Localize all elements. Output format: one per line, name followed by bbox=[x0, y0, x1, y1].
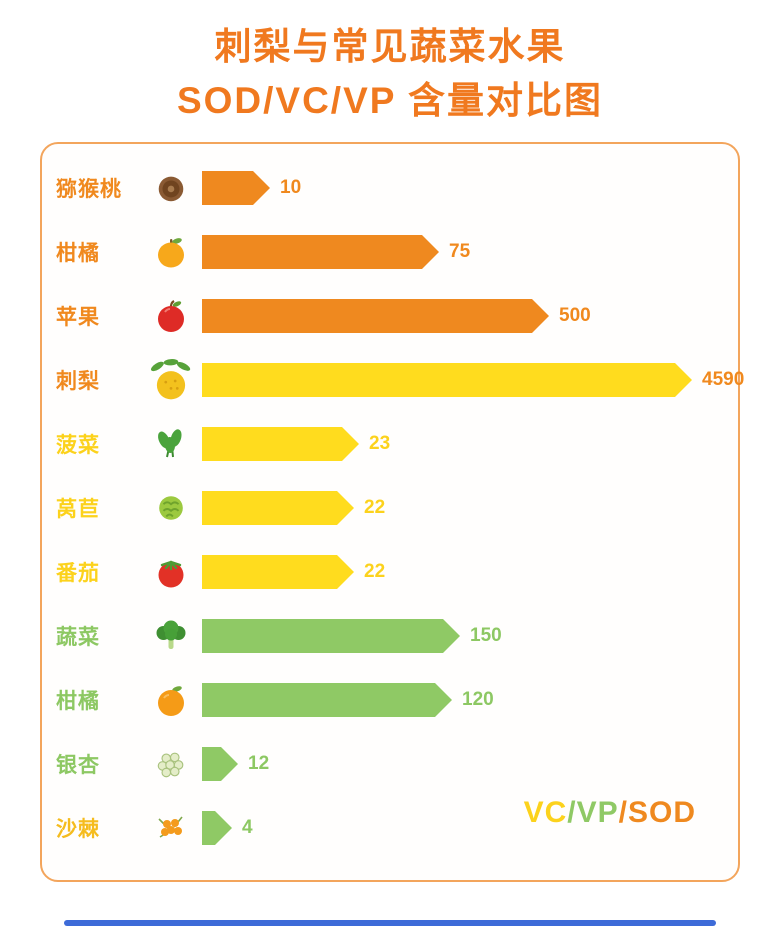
chart-row: 柑橘 120 bbox=[52, 668, 728, 732]
bar-value: 75 bbox=[449, 241, 471, 262]
legend-part: VC bbox=[523, 796, 568, 829]
chart-rows: 猕猴桃 10 柑橘 75 苹果 500 刺梨 4590 菠菜 23 莴苣 22 番茄 22 蔬菜 150 柑橘 1… bbox=[52, 156, 744, 860]
row-label: 莴苣 bbox=[56, 498, 100, 521]
chart-title-line2: SOD/VC/VP 含量对比图 bbox=[176, 79, 604, 121]
row-label: 番茄 bbox=[56, 562, 100, 585]
value-bar bbox=[202, 683, 452, 717]
bar-area: 4590 bbox=[202, 363, 744, 397]
row-label: 菠菜 bbox=[56, 434, 100, 457]
bar-value: 10 bbox=[280, 177, 302, 198]
tangerine-icon bbox=[140, 234, 202, 270]
apple-icon bbox=[140, 298, 202, 334]
bar-value: 120 bbox=[462, 689, 494, 710]
kiwi-icon bbox=[140, 171, 202, 205]
value-bar bbox=[202, 299, 549, 333]
bar-area: 12 bbox=[202, 747, 728, 781]
row-label: 柑橘 bbox=[56, 242, 100, 265]
seabuckthorn-icon bbox=[140, 810, 202, 846]
bar-value: 4590 bbox=[702, 369, 745, 390]
bar-area: 75 bbox=[202, 235, 728, 269]
chart-row: 刺梨 4590 bbox=[52, 348, 744, 412]
bar-value: 150 bbox=[470, 625, 502, 646]
bar-value: 500 bbox=[559, 305, 591, 326]
bar-value: 22 bbox=[364, 561, 386, 582]
row-label: 猕猴桃 bbox=[56, 178, 122, 201]
bar-area: 22 bbox=[202, 555, 728, 589]
lettuce-icon bbox=[140, 491, 202, 525]
bar-area: 120 bbox=[202, 683, 728, 717]
row-label: 苹果 bbox=[56, 306, 100, 329]
chart-row: 银杏 12 bbox=[52, 732, 728, 796]
chart-row: 苹果 500 bbox=[52, 284, 728, 348]
value-bar bbox=[202, 491, 354, 525]
cili-icon bbox=[140, 357, 202, 403]
row-label: 沙棘 bbox=[56, 818, 100, 841]
bar-value: 4 bbox=[242, 817, 253, 838]
legend-part: / bbox=[618, 796, 628, 829]
bar-area: 150 bbox=[202, 619, 728, 653]
value-bar bbox=[202, 555, 354, 589]
tomato-icon bbox=[140, 554, 202, 590]
chart-row: 莴苣 22 bbox=[52, 476, 728, 540]
legend-part: / bbox=[567, 796, 577, 829]
row-label: 蔬菜 bbox=[56, 626, 100, 649]
bar-value: 12 bbox=[248, 753, 270, 774]
chart-row: 番茄 22 bbox=[52, 540, 728, 604]
ginkgo-icon bbox=[140, 747, 202, 781]
bar-area: 22 bbox=[202, 491, 728, 525]
chart-title: 刺梨与常见蔬菜水果 SOD/VC/VP 含量对比图 bbox=[0, 0, 780, 127]
chart-title-line1: 刺梨与常见蔬菜水果 bbox=[214, 26, 566, 67]
value-bar bbox=[202, 427, 359, 461]
row-label: 柑橘 bbox=[56, 690, 100, 713]
bar-area: 4 bbox=[202, 811, 728, 845]
bar-area: 500 bbox=[202, 299, 728, 333]
chart-container: 猕猴桃 10 柑橘 75 苹果 500 刺梨 4590 菠菜 23 莴苣 22 番茄 22 蔬菜 150 柑橘 1… bbox=[40, 142, 744, 882]
chart-row: 柑橘 75 bbox=[52, 220, 728, 284]
chart-row: 菠菜 23 bbox=[52, 412, 728, 476]
bar-area: 10 bbox=[202, 171, 728, 205]
bar-value: 22 bbox=[364, 497, 386, 518]
chart-row: 蔬菜 150 bbox=[52, 604, 728, 668]
legend: VC/VP/SOD bbox=[524, 796, 696, 830]
value-bar bbox=[202, 619, 460, 653]
bar-area: 23 bbox=[202, 427, 728, 461]
value-bar bbox=[202, 171, 270, 205]
legend-part: VP bbox=[576, 796, 619, 829]
chart-row: 沙棘 4 bbox=[52, 796, 728, 860]
value-bar bbox=[202, 363, 692, 397]
chart-row: 猕猴桃 10 bbox=[52, 156, 728, 220]
citrus-icon bbox=[140, 682, 202, 718]
legend-part: SOD bbox=[627, 796, 696, 829]
bar-value: 23 bbox=[369, 433, 391, 454]
broccoli-icon bbox=[140, 618, 202, 654]
row-label: 刺梨 bbox=[56, 370, 100, 393]
value-bar bbox=[202, 235, 439, 269]
value-bar bbox=[202, 747, 238, 781]
spinach-icon bbox=[140, 426, 202, 462]
footer-strip bbox=[64, 920, 716, 926]
value-bar bbox=[202, 811, 232, 845]
row-label: 银杏 bbox=[56, 754, 100, 777]
